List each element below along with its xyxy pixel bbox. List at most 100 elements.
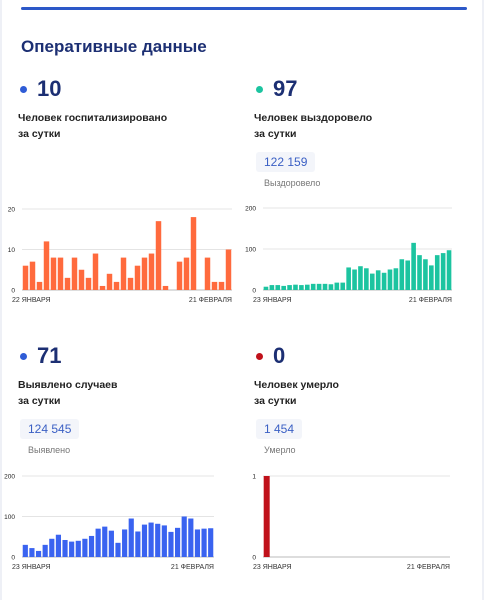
x-start-label: 23 ЯНВАРЯ <box>253 564 292 571</box>
y-tick-label: 200 <box>4 474 15 481</box>
bar <box>120 257 127 290</box>
bar <box>176 261 183 290</box>
bar <box>275 285 281 290</box>
bar <box>108 530 114 557</box>
bar <box>328 284 334 290</box>
bar <box>225 249 232 290</box>
bar <box>135 531 141 557</box>
bar <box>88 535 95 557</box>
bar <box>211 281 218 290</box>
bar <box>218 281 225 290</box>
card-recovered: 97 Человек выздоровело за сутки 122 159 … <box>254 74 474 188</box>
bar <box>387 269 393 290</box>
bar <box>310 283 316 290</box>
status-dot <box>20 85 27 93</box>
bar <box>99 285 106 290</box>
bar <box>181 516 187 557</box>
bar <box>208 528 214 557</box>
bar <box>399 259 405 290</box>
detected-bar-chart: 0 100 200 23 ЯНВАРЯ 21 ФЕВРАЛЯ <box>4 474 214 571</box>
y-tick-label: 0 <box>11 288 15 295</box>
bar <box>49 538 55 557</box>
bar <box>369 273 375 290</box>
x-start-label: 22 ЯНВАРЯ <box>12 297 51 304</box>
bar <box>148 253 155 290</box>
bar <box>423 259 428 290</box>
bar <box>92 253 99 290</box>
recovered-description: Человек выздоровело за сутки <box>254 112 373 140</box>
y-tick-label: 0 <box>11 555 15 562</box>
bar <box>29 261 36 290</box>
hospitalized-bar-chart: 0 10 20 22 ЯНВАРЯ 21 ФЕВРАЛЯ <box>8 207 232 304</box>
bar <box>417 255 422 290</box>
bar <box>64 277 71 290</box>
bar <box>340 282 346 290</box>
x-start-label: 23 ЯНВАРЯ <box>12 564 51 571</box>
y-tick-label: 100 <box>245 247 256 254</box>
bar <box>393 268 399 290</box>
hospitalized-description: Человек госпитализировано за сутки <box>18 112 168 140</box>
status-dot <box>20 352 27 360</box>
hospitalized-count: 10 <box>37 76 62 101</box>
bar <box>201 528 207 557</box>
bar <box>162 285 169 290</box>
x-end-label: 21 ФЕВРАЛЯ <box>171 564 214 571</box>
bar <box>304 284 310 290</box>
bar <box>155 221 162 290</box>
bar <box>194 529 201 557</box>
bar <box>188 518 194 557</box>
bar <box>190 217 197 290</box>
bar <box>358 266 363 290</box>
y-tick-label: 20 <box>8 207 16 214</box>
card-hospitalized: 10 Человек госпитализировано за сутки <box>18 74 238 142</box>
bar <box>293 284 298 290</box>
died-total-label: Умерло <box>264 445 296 455</box>
bar <box>128 518 134 557</box>
bar <box>50 257 57 290</box>
bar <box>446 250 452 290</box>
bar <box>35 550 42 557</box>
bar <box>155 523 161 557</box>
bar <box>36 281 43 290</box>
bar <box>82 538 88 557</box>
bar <box>95 528 101 557</box>
bar <box>299 285 304 290</box>
bar <box>113 281 120 290</box>
bar <box>434 255 440 290</box>
bar <box>148 522 154 557</box>
x-end-label: 21 ФЕВРАЛЯ <box>189 297 232 304</box>
status-dot <box>256 85 263 93</box>
page-title: Оперативные данные <box>21 37 207 56</box>
bar <box>115 542 121 557</box>
bar <box>122 529 128 557</box>
bar <box>269 285 275 290</box>
y-tick-label: 0 <box>252 555 256 562</box>
bar <box>43 241 50 290</box>
bar <box>204 257 211 290</box>
x-end-label: 21 ФЕВРАЛЯ <box>409 297 452 304</box>
bar <box>106 273 113 290</box>
left-border <box>0 0 2 600</box>
bar <box>175 527 181 557</box>
bar <box>22 544 28 557</box>
bar <box>316 283 322 290</box>
bar <box>42 544 48 557</box>
top-accent-line <box>21 7 467 10</box>
bar <box>22 265 29 290</box>
bar <box>281 285 286 290</box>
bar <box>440 253 446 290</box>
bar <box>78 269 85 290</box>
bar <box>55 534 61 557</box>
bar <box>411 242 416 290</box>
y-tick-label: 1 <box>252 474 256 481</box>
recovered-chart: 0 100 200 23 ЯНВАРЯ 21 ФЕВРАЛЯ <box>240 200 480 310</box>
detected-total: 124 545 <box>20 419 80 439</box>
card-died: 0 Человек умерло за сутки 1 454 Умерло <box>254 341 474 455</box>
bar <box>287 285 292 290</box>
recovered-bar-chart: 0 100 200 23 ЯНВАРЯ 21 ФЕВРАЛЯ <box>245 206 452 304</box>
detected-total-label: Выявлено <box>28 445 71 455</box>
bar <box>168 531 174 557</box>
y-tick-label: 0 <box>252 288 256 295</box>
bar <box>134 265 141 290</box>
bar <box>141 257 148 290</box>
